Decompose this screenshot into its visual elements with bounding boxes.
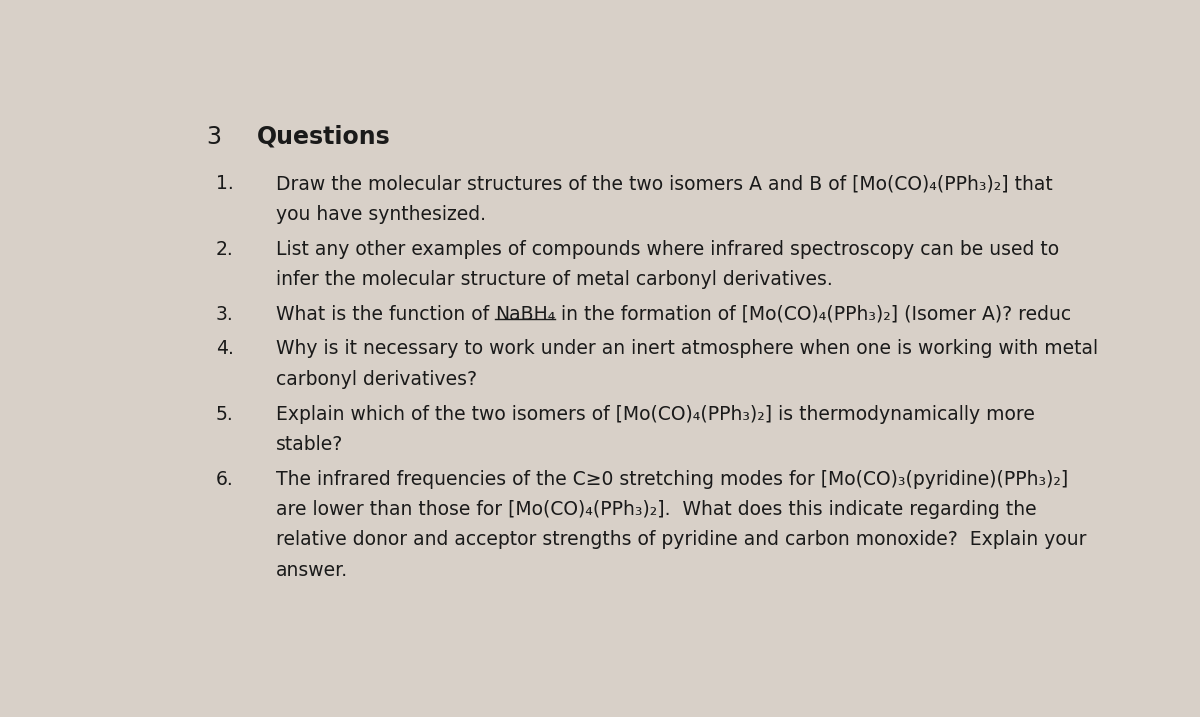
Text: NaBH₄: NaBH₄ [494, 305, 556, 323]
Text: 3.: 3. [216, 305, 234, 323]
Text: in the formation of [Mo(CO)₄(PPh₃)₂] (Isomer A)? reduc: in the formation of [Mo(CO)₄(PPh₃)₂] (Is… [556, 305, 1072, 323]
Text: 2.: 2. [216, 239, 234, 259]
Text: relative donor and acceptor strengths of pyridine and carbon monoxide?  Explain : relative donor and acceptor strengths of… [276, 531, 1086, 549]
Text: Explain which of the two isomers of [Mo(CO)₄(PPh₃)₂] is thermodynamically more: Explain which of the two isomers of [Mo(… [276, 404, 1034, 424]
Text: answer.: answer. [276, 561, 348, 580]
Text: Why is it necessary to work under an inert atmosphere when one is working with m: Why is it necessary to work under an ine… [276, 339, 1098, 358]
Text: 1.: 1. [216, 174, 234, 194]
Text: 6.: 6. [216, 470, 234, 489]
Text: 3: 3 [206, 125, 221, 148]
Text: The infrared frequencies of the C≥0 stretching modes for [Mo(CO)₃(pyridine)(PPh₃: The infrared frequencies of the C≥0 stre… [276, 470, 1068, 489]
Text: List any other examples of compounds where infrared spectroscopy can be used to: List any other examples of compounds whe… [276, 239, 1058, 259]
Text: are lower than those for [Mo(CO)₄(PPh₃)₂].  What does this indicate regarding th: are lower than those for [Mo(CO)₄(PPh₃)₂… [276, 500, 1036, 519]
Text: Draw the molecular structures of the two isomers A and B of [Mo(CO)₄(PPh₃)₂] tha: Draw the molecular structures of the two… [276, 174, 1052, 194]
Text: What is the function of: What is the function of [276, 305, 494, 323]
Text: 4.: 4. [216, 339, 234, 358]
Text: 5.: 5. [216, 404, 234, 424]
Text: you have synthesized.: you have synthesized. [276, 205, 492, 224]
Text: Questions: Questions [257, 125, 391, 148]
Text: stable?: stable? [276, 435, 343, 454]
Text: carbonyl derivatives?: carbonyl derivatives? [276, 370, 476, 389]
Text: infer the molecular structure of metal carbonyl derivatives.: infer the molecular structure of metal c… [276, 270, 833, 289]
